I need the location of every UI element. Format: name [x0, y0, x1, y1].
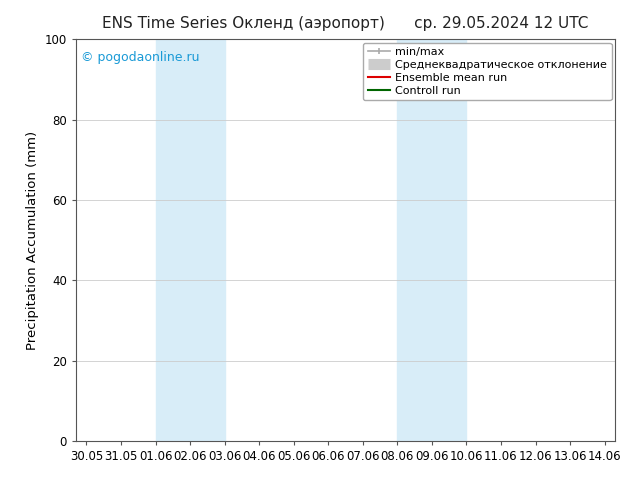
Y-axis label: Precipitation Accumulation (mm): Precipitation Accumulation (mm): [26, 130, 39, 350]
Bar: [155, 39, 224, 441]
Legend: min/max, Среднеквадратическое отклонение, Ensemble mean run, Controll run: min/max, Среднеквадратическое отклонение…: [363, 43, 612, 100]
Bar: [398, 39, 467, 441]
Title: ENS Time Series Окленд (аэропорт)      ср. 29.05.2024 12 UTC: ENS Time Series Окленд (аэропорт) ср. 29…: [102, 16, 589, 31]
Text: © pogodaonline.ru: © pogodaonline.ru: [81, 51, 200, 64]
